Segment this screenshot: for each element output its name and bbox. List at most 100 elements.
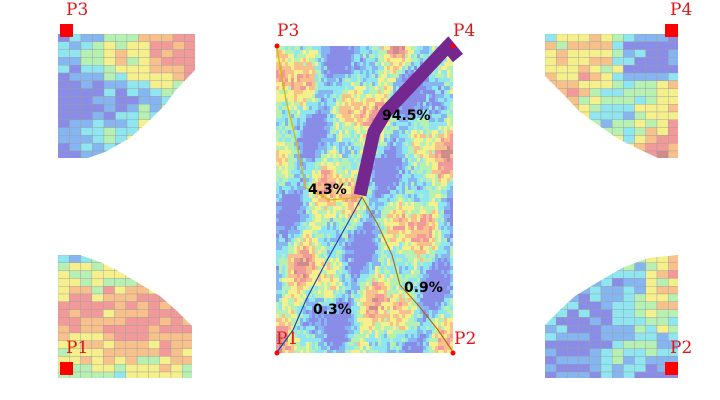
heatmap-cell [288,182,291,186]
heatmap-cell [285,174,288,178]
heatmap-cell [375,218,378,222]
heatmap-cell [447,90,450,94]
heatmap-cell [342,298,345,302]
heatmap-cell [297,182,300,186]
heatmap-cell [345,138,348,142]
heatmap-cell [432,250,435,254]
heatmap-cell [375,170,378,174]
heatmap-cell [291,58,294,62]
heatmap-cell [435,182,438,186]
heatmap-cell [360,246,363,250]
heatmap-cell [447,238,450,242]
heatmap-cell [303,154,306,158]
heatmap-cell [330,90,333,94]
heatmap-cell [58,309,70,318]
heatmap-cell [375,286,378,290]
heatmap-cell [306,190,309,194]
heatmap-cell [450,122,453,126]
heatmap-cell [447,314,450,318]
heatmap-cell [384,90,387,94]
heatmap-cell [408,126,411,130]
heatmap-cell [369,122,372,126]
heatmap-cell [321,102,324,106]
heatmap-cell [69,41,82,50]
heatmap-cell [300,154,303,158]
heatmap-cell [444,90,447,94]
heatmap-cell [345,326,348,330]
heatmap-cell [339,290,342,294]
heatmap-cell [372,322,375,326]
heatmap-cell [342,282,345,286]
heatmap-cell [411,210,414,214]
heatmap-cell [589,270,602,279]
heatmap-cell [396,278,399,282]
heatmap-cell [306,106,309,110]
heatmap-cell [333,238,336,242]
heatmap-cell [369,66,372,70]
heatmap-cell [279,314,282,318]
heatmap-cell [360,94,363,98]
heatmap-cell [336,162,339,166]
heatmap-cell [300,146,303,150]
heatmap-cell [342,174,345,178]
heatmap-cell [354,298,357,302]
heatmap-cell [300,78,303,82]
heatmap-cell [324,286,327,290]
heatmap-cell [360,302,363,306]
heatmap-cell [80,49,93,58]
heatmap-cell [589,143,602,152]
heatmap-cell [125,270,138,279]
heatmap-cell [438,74,441,78]
heatmap-cell [339,262,342,266]
heatmap-cell [345,246,348,250]
heatmap-cell [354,266,357,270]
heatmap-cell [450,238,453,242]
heatmap-cell [294,66,297,70]
heatmap-cell [345,174,348,178]
heatmap-cell [645,340,658,349]
heatmap-cell [321,322,324,326]
heatmap-cell [384,254,387,258]
heatmap-cell [441,266,444,270]
heatmap-cell [378,182,381,186]
heatmap-cell [372,278,375,282]
heatmap-cell [288,134,291,138]
heatmap-cell [306,90,309,94]
heatmap-cell [414,198,417,202]
heatmap-cell [285,114,288,118]
heatmap-cell [351,182,354,186]
heatmap-cell [336,70,339,74]
heatmap-cell [306,202,309,206]
heatmap-cell [600,119,613,128]
heatmap-cell [327,242,330,246]
heatmap-cell [578,348,590,357]
heatmap-cell [645,143,658,152]
heatmap-cell [396,262,399,266]
heatmap-cell [288,130,291,134]
heatmap-cell [291,138,294,142]
heatmap-cell [381,198,384,202]
heatmap-cell [315,318,318,322]
heatmap-cell [285,154,288,158]
heatmap-cell [372,86,375,90]
heatmap-cell [450,306,453,310]
heatmap-cell [567,104,579,113]
heatmap-cell [342,290,345,294]
heatmap-cell [91,270,104,279]
heatmap-cell [103,72,116,81]
heatmap-cell [423,198,426,202]
heatmap-cell [309,182,312,186]
heatmap-cell [423,310,426,314]
heatmap-cell [148,332,160,341]
heatmap-cell [103,371,115,378]
heatmap-cell [668,255,678,263]
heatmap-cell [444,306,447,310]
heatmap-cell [420,170,423,174]
heatmap-cell [138,119,151,128]
heatmap-cell [324,90,327,94]
heatmap-cell [567,293,579,302]
heatmap-cell [399,142,402,146]
heatmap-cell [327,318,330,322]
heatmap-cell [288,158,291,162]
heatmap-cell [381,214,384,218]
